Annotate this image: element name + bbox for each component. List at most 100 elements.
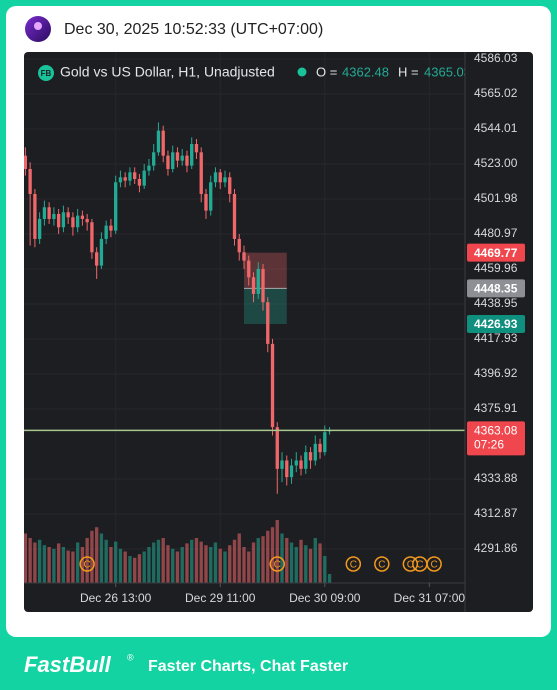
- symbol-badge: [38, 65, 54, 81]
- event-label: C: [416, 560, 423, 571]
- volume-bar: [56, 543, 61, 583]
- candle-body: [175, 152, 180, 161]
- axes: 4586.03 4565.02 4544.01 4523.00 4501.98 4480.…: [80, 51, 525, 605]
- volume-bar: [294, 547, 298, 583]
- candle-body: [61, 212, 66, 228]
- volume-bar: [308, 548, 313, 583]
- legend: FB Gold vs US Dollar, H1, Unadjusted O =…: [38, 64, 465, 81]
- target-tag-label: 4426.93: [474, 317, 518, 331]
- candle-body: [80, 215, 85, 219]
- candle-body: [99, 238, 104, 266]
- symbol: FB: [41, 69, 52, 78]
- candle-body: [133, 172, 137, 179]
- volume-bar: [71, 551, 75, 583]
- candle-body: [242, 252, 246, 261]
- candle-body: [204, 193, 208, 211]
- event-marker: [345, 556, 362, 572]
- volume-bar: [80, 547, 85, 583]
- volume-bar: [232, 539, 237, 583]
- candle-body: [256, 268, 260, 294]
- volume-bar: [261, 536, 265, 583]
- event-label: C: [350, 560, 357, 571]
- candle-body: [42, 207, 47, 219]
- volume-bar: [24, 533, 28, 583]
- candle-body: [95, 252, 99, 266]
- volume-bar: [204, 545, 208, 583]
- candle-body: [180, 155, 184, 161]
- slogan: Faster Charts, Chat Faster: [148, 658, 348, 675]
- y-tick-label: 4333.88: [474, 471, 518, 485]
- event-label: C: [430, 560, 437, 571]
- volume-bar: [209, 547, 213, 583]
- candle-body: [161, 130, 165, 156]
- volume-bar: [128, 556, 132, 583]
- last-price-label: 4363.08: [474, 424, 518, 438]
- volume-bar: [28, 538, 32, 583]
- volume-bar: [33, 542, 37, 583]
- y-tick-label: 4501.98: [474, 191, 518, 205]
- candle-body: [266, 302, 270, 344]
- volume-bar: [118, 548, 123, 583]
- candle-body: [232, 193, 237, 239]
- volume-bar: [304, 545, 308, 583]
- volume-bar: [242, 547, 246, 583]
- position-risk: [244, 252, 287, 289]
- volume-bar: [142, 551, 146, 583]
- volume-bar: [75, 542, 80, 583]
- volume-bar: [171, 548, 175, 583]
- volume-bar: [109, 547, 113, 583]
- candle-body: [85, 218, 89, 223]
- candle-body: [37, 218, 42, 239]
- volume-bar: [180, 547, 184, 583]
- candle-body: [33, 193, 37, 239]
- candle-body: [213, 172, 218, 183]
- x-tick-label: Dec 30 09:00: [289, 591, 361, 605]
- candle-body: [270, 343, 275, 428]
- timestamp: Dec 30, 2025 10:52:33 (UTC+07:00): [64, 21, 323, 38]
- volume-bar: [52, 548, 56, 583]
- open-value: 4362.48: [342, 64, 389, 79]
- status-dot: [297, 67, 307, 77]
- candle-body: [137, 178, 142, 186]
- volume-bar: [194, 538, 199, 583]
- candle-body: [199, 152, 203, 194]
- candle-body: [118, 177, 123, 183]
- volume-bar: [166, 545, 170, 583]
- candle-body: [28, 168, 32, 194]
- volume-bar: [190, 539, 194, 583]
- volume-bar: [275, 520, 279, 583]
- event-marker: [374, 556, 390, 572]
- event-label: C: [378, 560, 385, 571]
- candle-body: [228, 177, 232, 194]
- volume-bar: [256, 538, 260, 583]
- y-tick-label: 4565.02: [474, 86, 518, 100]
- candle-body: [289, 465, 294, 478]
- candle-body: [104, 225, 108, 239]
- y-tick-label: 4459.96: [474, 261, 518, 275]
- candle-body: [247, 260, 251, 278]
- candle-body: [294, 460, 298, 466]
- candle-body: [185, 155, 189, 166]
- volume-bar: [137, 554, 142, 583]
- volume-bar: [114, 541, 118, 583]
- candle-body: [147, 165, 151, 171]
- volume-bar: [228, 545, 232, 583]
- event-marker: [269, 556, 286, 572]
- y-tick-label: 4480.97: [474, 226, 518, 240]
- candle-body: [218, 172, 222, 183]
- legend-title: Gold vs US Dollar, H1, Unadjusted: [60, 64, 275, 80]
- x-tick-label: Dec 26 13:00: [80, 591, 152, 605]
- volume-bar: [323, 556, 327, 583]
- candle-body: [237, 238, 241, 253]
- event-label: C: [84, 560, 91, 571]
- y-tick-label: 4438.95: [474, 296, 518, 310]
- y-tick-label: 4396.92: [474, 366, 518, 380]
- volume-bar: [123, 551, 127, 583]
- event-marker: [426, 556, 442, 572]
- volume-bar: [85, 538, 89, 583]
- y-tick-label: 4417.93: [474, 331, 518, 345]
- stop-tag: [467, 243, 525, 262]
- stop-tag-label: 4469.77: [474, 246, 518, 260]
